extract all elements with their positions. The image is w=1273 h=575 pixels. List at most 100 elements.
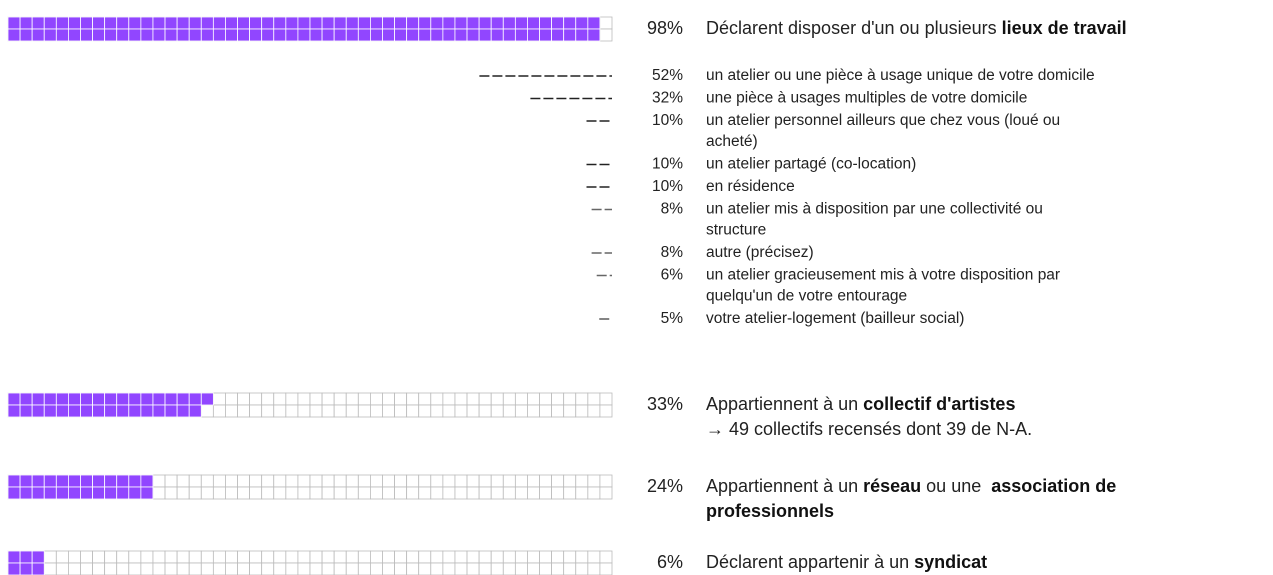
waffle-cell: [249, 474, 263, 488]
waffle-cell: [309, 404, 323, 418]
waffle-cell: [357, 486, 371, 500]
waffle-cell-filled: [430, 16, 444, 30]
waffle-cell-filled: [176, 28, 190, 42]
waffle-cell-filled: [237, 16, 251, 30]
waffle-cell: [418, 392, 432, 406]
label-segment: Déclarent appartenir à un: [706, 552, 914, 572]
waffle-cell-filled: [140, 486, 154, 500]
waffle-cell: [333, 404, 347, 418]
waffle-cell: [382, 392, 395, 406]
waffle-cell: [599, 16, 613, 30]
waffle-cell: [297, 562, 311, 575]
waffle-cell: [237, 474, 251, 488]
waffle-cell: [116, 550, 130, 564]
label-segment: association de: [991, 476, 1116, 496]
waffle-cell-filled: [68, 16, 81, 30]
waffle-cell: [212, 486, 226, 500]
waffle-cell: [551, 392, 565, 406]
waffle-cell-filled: [43, 28, 57, 42]
waffle-cell: [394, 404, 408, 418]
label-segment: Appartiennent à un: [706, 476, 863, 496]
waffle-cell: [490, 404, 504, 418]
waffle-cell: [369, 550, 383, 564]
waffle-cell-filled: [394, 28, 408, 42]
waffle-cell: [237, 562, 251, 575]
waffle-cell: [454, 562, 468, 575]
waffle-cell: [152, 550, 166, 564]
waffle-cell: [152, 486, 166, 500]
waffle-cell: [587, 404, 601, 418]
waffle-cell-filled: [104, 474, 118, 488]
waffle-cell: [502, 550, 516, 564]
waffle-cell: [442, 562, 456, 575]
waffle-cell: [188, 486, 202, 500]
waffle-cell-filled: [7, 392, 21, 406]
waffle-cell: [418, 486, 432, 500]
waffle-cell-filled: [104, 28, 118, 42]
waffle-cell: [551, 562, 565, 575]
waffle-cell-filled: [19, 486, 33, 500]
waffle-cell: [321, 404, 335, 418]
waffle-cell: [490, 486, 504, 500]
waffle-cell: [599, 550, 613, 564]
waffle-cell-filled: [406, 16, 420, 30]
waffle-cell: [128, 550, 142, 564]
waffle-cell-filled: [587, 28, 601, 42]
waffle-cell: [430, 550, 444, 564]
waffle-cell: [478, 550, 492, 564]
waffle-cell: [345, 486, 359, 500]
waffle-cell-filled: [7, 550, 21, 564]
waffle-cell-filled: [418, 16, 432, 30]
waffle-cell-filled: [80, 404, 93, 418]
waffle-cell: [357, 392, 371, 406]
waffle-cell: [297, 392, 311, 406]
waffle-cell: [140, 562, 154, 575]
waffle-cell: [297, 474, 311, 488]
waffle-cell: [454, 486, 468, 500]
waffle-cell: [575, 404, 589, 418]
waffle-cell: [442, 486, 456, 500]
waffle-cell-filled: [55, 28, 69, 42]
waffle-cell-filled: [394, 16, 408, 30]
waffle-cell: [454, 404, 468, 418]
label: → 49 collectifs recensés dont 39 de N-A.: [706, 419, 1032, 439]
waffle-cell: [514, 562, 528, 575]
waffle-cell-filled: [285, 16, 299, 30]
waffle-cell: [188, 474, 202, 488]
waffle-cell: [466, 392, 480, 406]
waffle-cell: [454, 474, 468, 488]
waffle-cell-filled: [321, 28, 335, 42]
waffle-cell-filled: [31, 562, 45, 575]
waffle-cell-filled: [502, 16, 516, 30]
waffle-cell: [212, 550, 226, 564]
waffle-cell: [369, 562, 383, 575]
waffle-cell: [345, 474, 359, 488]
waffle-cell: [43, 562, 57, 575]
waffle-cell-filled: [31, 28, 45, 42]
waffle-cell: [321, 474, 335, 488]
waffle-cell: [261, 474, 275, 488]
item-label: structure: [706, 222, 766, 239]
item-label: un atelier ou une pièce à usage unique d…: [706, 67, 1095, 84]
waffle-cell: [599, 486, 613, 500]
waffle-cell: [382, 562, 395, 575]
waffle-cell-filled: [19, 562, 33, 575]
waffle-cell: [539, 550, 553, 564]
waffle-cell: [237, 392, 251, 406]
waffle-cell: [599, 562, 613, 575]
waffle-cell: [394, 474, 408, 488]
waffle-cell: [575, 474, 589, 488]
waffle-cell: [92, 562, 106, 575]
waffle-cell: [225, 486, 238, 500]
waffle-cell-filled: [164, 392, 178, 406]
waffle-cell-filled: [176, 404, 190, 418]
waffle-cell: [587, 486, 601, 500]
waffle-cell: [309, 550, 323, 564]
waffle-cell-filled: [309, 16, 323, 30]
waffle-cell: [321, 550, 335, 564]
waffle-cell-filled: [212, 16, 226, 30]
waffle-cell-filled: [19, 28, 33, 42]
waffle-cell-filled: [140, 28, 154, 42]
waffle-cell: [273, 404, 287, 418]
waffle-cell-filled: [104, 392, 118, 406]
